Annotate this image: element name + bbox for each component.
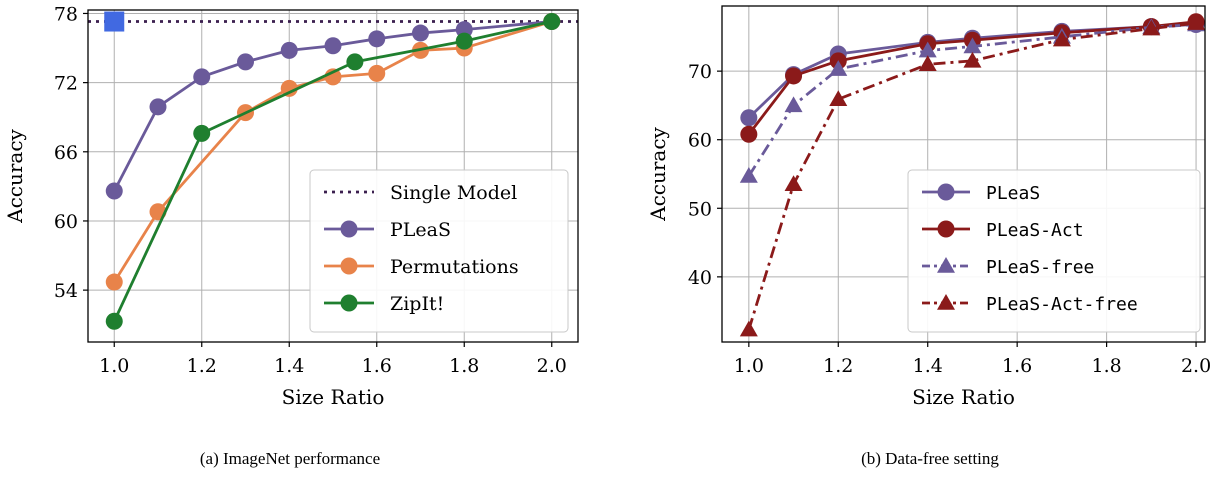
data-point bbox=[740, 109, 758, 127]
y-tick-label: 70 bbox=[688, 61, 712, 83]
data-point bbox=[368, 30, 386, 48]
legend-marker bbox=[340, 257, 358, 275]
data-point bbox=[1187, 14, 1206, 30]
x-axis-label: Size Ratio bbox=[912, 385, 1015, 409]
data-point bbox=[784, 96, 803, 113]
x-tick-label: 1.8 bbox=[449, 355, 479, 377]
data-point bbox=[280, 41, 298, 59]
series-1 bbox=[740, 13, 1205, 143]
data-point bbox=[105, 182, 123, 200]
data-point bbox=[193, 124, 211, 142]
data-point bbox=[963, 37, 982, 54]
legend-label: Single Model bbox=[390, 182, 517, 204]
x-tick-label: 1.0 bbox=[734, 355, 764, 377]
data-point bbox=[105, 273, 123, 291]
data-point bbox=[346, 53, 364, 71]
reference-marker bbox=[104, 11, 125, 32]
y-tick-label: 54 bbox=[54, 280, 78, 302]
data-point bbox=[784, 175, 803, 192]
data-point bbox=[739, 320, 758, 337]
data-point bbox=[1142, 19, 1161, 36]
legend-label: PLeaS-free bbox=[986, 257, 1094, 278]
x-tick-label: 1.2 bbox=[187, 355, 217, 377]
legend-label: PLeaS bbox=[986, 183, 1040, 204]
x-tick-label: 1.6 bbox=[362, 355, 392, 377]
y-tick-label: 60 bbox=[688, 130, 712, 152]
data-point bbox=[740, 125, 758, 143]
y-tick-label: 40 bbox=[688, 267, 712, 289]
data-point bbox=[280, 79, 298, 97]
x-tick-label: 1.6 bbox=[1002, 355, 1032, 377]
data-point bbox=[237, 53, 254, 71]
series-line bbox=[747, 23, 1197, 177]
data-point bbox=[829, 60, 848, 76]
legend-label: PLeaS-Act-free bbox=[986, 294, 1138, 315]
data-point bbox=[368, 64, 386, 82]
data-point bbox=[105, 312, 123, 330]
panel-b-data-free-setting: 1.0 1.2 1.4 1.6 1.8 2.0 40 50 60 70 Size Ratio Accu… bbox=[646, 5, 1211, 409]
legend-marker bbox=[340, 220, 358, 238]
x-tick-label: 1.0 bbox=[99, 355, 129, 377]
series-3 bbox=[739, 14, 1206, 337]
series-line bbox=[747, 21, 1197, 331]
data-point bbox=[193, 68, 211, 86]
y-tick-label: 60 bbox=[54, 211, 78, 233]
legend-label: ZipIt! bbox=[390, 293, 444, 315]
legend-marker bbox=[340, 294, 358, 312]
y-axis-label: Accuracy bbox=[3, 128, 27, 223]
series-line bbox=[113, 20, 552, 192]
data-point bbox=[739, 167, 758, 183]
legend-label: PLeaS-Act bbox=[986, 220, 1084, 241]
x-tick-label: 1.4 bbox=[274, 355, 304, 377]
y-axis-label: Accuracy bbox=[646, 126, 670, 221]
data-point bbox=[829, 90, 848, 107]
series-2 bbox=[739, 15, 1206, 183]
x-axis-label: Size Ratio bbox=[282, 385, 385, 409]
data-point bbox=[918, 41, 937, 58]
legend: Single Model PLeaS Permutations ZipIt! bbox=[309, 169, 569, 333]
y-tick-label: 66 bbox=[54, 142, 78, 164]
legend-box bbox=[907, 169, 1201, 333]
data-point bbox=[412, 24, 429, 42]
legend-marker bbox=[937, 183, 955, 201]
legend-marker bbox=[937, 220, 955, 238]
panel-a-imagenet-performance: 1.0 1.2 1.4 1.6 1.8 2.0 54 60 66 72 78 Size Ratio Ac… bbox=[3, 3, 579, 409]
x-tick-label: 1.2 bbox=[823, 355, 853, 377]
legend: PLeaS PLeaS-Act PLeaS-free PLeaS-Act-free bbox=[907, 169, 1201, 333]
caption-b: (b) Data-free setting bbox=[861, 449, 999, 468]
caption-a: (a) ImageNet performance bbox=[200, 449, 380, 468]
plot-frame bbox=[721, 5, 1206, 343]
plot-frame bbox=[87, 9, 579, 343]
x-tick-label: 1.4 bbox=[913, 355, 943, 377]
data-point bbox=[455, 32, 473, 50]
y-tick-label: 78 bbox=[54, 3, 78, 25]
y-tick-label: 50 bbox=[688, 198, 712, 220]
x-tick-label: 2.0 bbox=[537, 355, 567, 377]
x-tick-label: 1.8 bbox=[1092, 355, 1122, 377]
y-tick-label: 72 bbox=[54, 73, 78, 95]
series-2 bbox=[105, 13, 561, 330]
data-point bbox=[149, 98, 167, 116]
data-point bbox=[543, 13, 561, 31]
data-point bbox=[1052, 30, 1071, 47]
data-point bbox=[918, 55, 937, 72]
data-point bbox=[963, 51, 982, 68]
legend-marker bbox=[937, 294, 955, 310]
legend-label: PLeaS bbox=[390, 219, 451, 241]
data-point bbox=[785, 67, 803, 85]
data-point bbox=[324, 37, 342, 55]
legend-label: Permutations bbox=[390, 256, 519, 278]
legend-box bbox=[309, 169, 569, 333]
x-tick-label: 2.0 bbox=[1181, 355, 1211, 377]
legend-marker bbox=[937, 257, 955, 273]
